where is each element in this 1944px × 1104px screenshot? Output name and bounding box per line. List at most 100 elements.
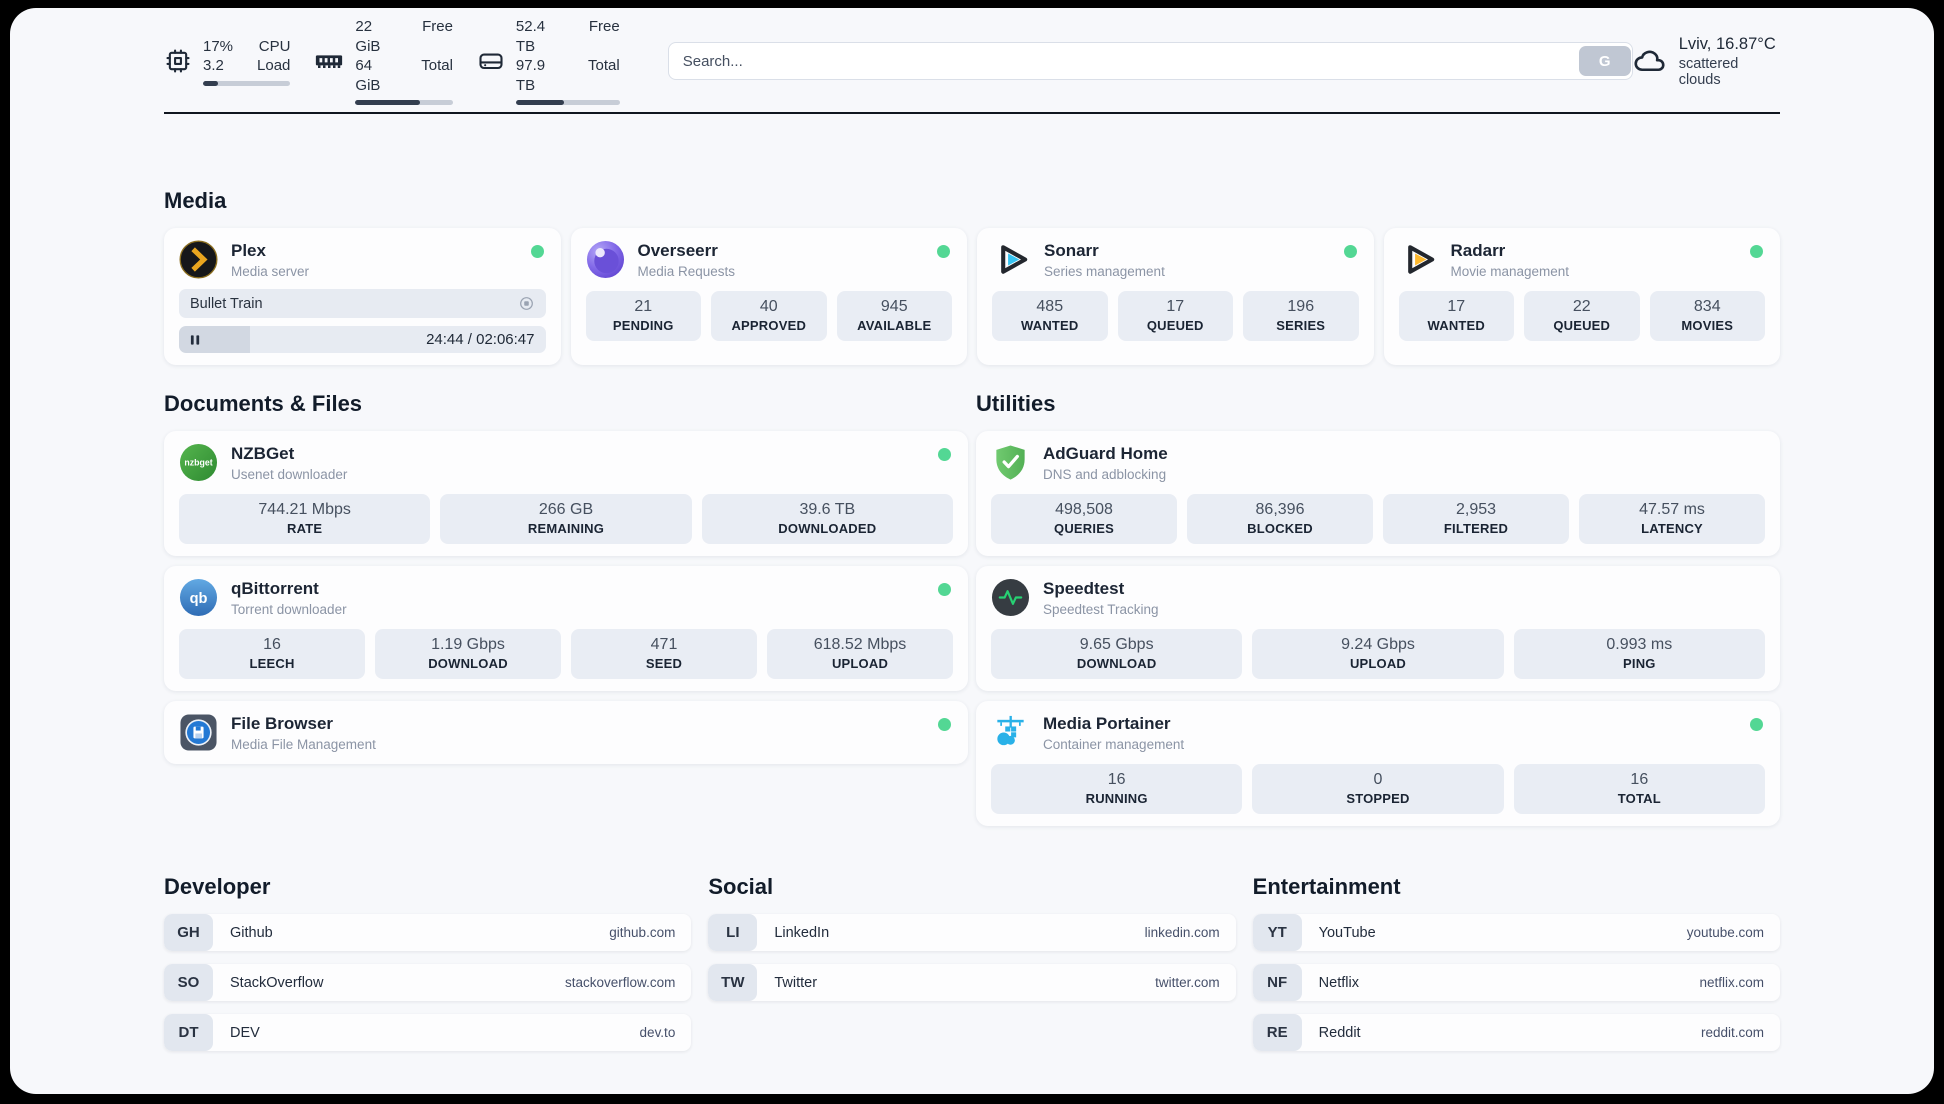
stat-label: LEECH — [249, 656, 295, 671]
card-nzbget[interactable]: nzbget NZBGet Usenet downloader 744.21 M… — [164, 431, 968, 556]
now-playing-bar: Bullet Train — [179, 289, 546, 318]
stat-value: 0 — [1373, 771, 1383, 788]
disk-total: 97.9 TB — [515, 57, 546, 94]
stat-movies: 834 MOVIES — [1649, 291, 1765, 341]
portainer-icon — [991, 713, 1030, 752]
section-heading-entertainment: Entertainment — [1252, 874, 1401, 899]
pause-icon[interactable] — [190, 334, 201, 346]
stat-value: 618.52 Mbps — [813, 636, 907, 653]
stat-available: 945 AVAILABLE — [836, 291, 952, 341]
card-portainer[interactable]: Media Portainer Container management 16 … — [976, 701, 1780, 826]
memory-free: 22 GiB — [355, 18, 381, 55]
section-heading-documents: Documents & Files — [164, 391, 363, 416]
stat-label: PING — [1623, 656, 1656, 671]
service-subtitle: Series management — [1044, 263, 1165, 279]
stat-value: 2,953 — [1455, 501, 1497, 518]
playback-time: 24:44 / 02:06:47 — [426, 331, 535, 348]
card-plex[interactable]: Plex Media server Bullet Train — [164, 228, 561, 365]
cpu-progress-fill — [203, 80, 218, 86]
stat-label: RUNNING — [1085, 791, 1148, 806]
bookmark-twitter[interactable]: TW Twitter twitter.com — [708, 964, 1236, 1001]
bookmark-netflix[interactable]: NF Netflix netflix.com — [1252, 964, 1780, 1001]
section-heading-utilities: Utilities — [976, 391, 1056, 416]
card-qbittorrent[interactable]: qb qBittorrent Torrent downloader 16 LEE… — [164, 566, 968, 691]
status-dot — [938, 718, 951, 731]
status-dot — [937, 245, 950, 258]
stat-value: 86,396 — [1255, 501, 1305, 518]
stat-label: UPLOAD — [831, 656, 889, 671]
service-subtitle: Container management — [1043, 736, 1185, 752]
card-sonarr[interactable]: Sonarr Series management 485 WANTED 17 Q… — [977, 228, 1374, 365]
bookmark-stackoverflow[interactable]: SO StackOverflow stackoverflow.com — [164, 964, 692, 1001]
bookmark-abbr: YT — [1252, 914, 1302, 951]
service-subtitle: DNS and adblocking — [1043, 466, 1167, 482]
stat-value: 16 — [263, 636, 281, 653]
stat-seed: 471 SEED — [571, 629, 757, 679]
bookmark-name: YouTube — [1318, 924, 1376, 941]
card-filebrowser[interactable]: File Browser Media File Management — [164, 701, 968, 764]
memory-label-2: Total — [421, 57, 453, 74]
weather-widget: Lviv, 16.87°C scattered clouds — [1633, 35, 1780, 88]
memory-progress-fill — [355, 100, 420, 105]
bookmark-linkedin[interactable]: LI LinkedIn linkedin.com — [708, 914, 1236, 951]
stat-upload: 618.52 Mbps UPLOAD — [767, 629, 953, 679]
bookmark-url: netflix.com — [1699, 975, 1764, 990]
bookmark-name: Twitter — [774, 974, 818, 991]
search-engine-button[interactable]: G — [1578, 46, 1631, 76]
cloud-icon — [1633, 45, 1666, 78]
now-playing-title: Bullet Train — [190, 295, 263, 312]
stat-label: QUEUED — [1553, 318, 1611, 333]
bookmark-youtube[interactable]: YT YouTube youtube.com — [1252, 914, 1780, 951]
bookmark-reddit[interactable]: RE Reddit reddit.com — [1252, 1014, 1780, 1051]
service-title: Sonarr — [1044, 240, 1099, 260]
playback-progress-fill — [179, 326, 251, 353]
stat-wanted: 17 WANTED — [1398, 291, 1514, 341]
bookmark-abbr: NF — [1252, 964, 1302, 1001]
bookmark-url: reddit.com — [1700, 1025, 1764, 1040]
header-divider — [164, 112, 1780, 114]
status-dot — [938, 448, 951, 461]
stat-label: BLOCKED — [1247, 521, 1313, 536]
service-title: AdGuard Home — [1043, 443, 1168, 463]
memory-widget: 22 GiB Free 64 GiB Total — [314, 17, 453, 105]
service-subtitle: Torrent downloader — [231, 601, 347, 617]
stat-value: 196 — [1287, 298, 1315, 315]
stat-value: 498,508 — [1055, 501, 1113, 518]
stat-label: QUERIES — [1054, 521, 1114, 536]
disk-progress-fill — [515, 100, 564, 105]
stat-remaining: 266 GB REMAINING — [440, 494, 692, 544]
card-overseerr[interactable]: Overseerr Media Requests 21 PENDING 40 A… — [570, 228, 967, 365]
bookmark-url: twitter.com — [1155, 975, 1220, 990]
stat-label: TOTAL — [1617, 791, 1661, 806]
bookmark-url: dev.to — [639, 1025, 676, 1040]
stat-label: DOWNLOAD — [428, 656, 508, 671]
card-adguard[interactable]: AdGuard Home DNS and adblocking 498,508 … — [976, 431, 1780, 556]
stat-label: AVAILABLE — [857, 318, 932, 333]
bookmark-dev[interactable]: DT DEV dev.to — [164, 1014, 692, 1051]
memory-progress-bar — [355, 100, 453, 105]
bookmark-github[interactable]: GH Github github.com — [164, 914, 692, 951]
search-input[interactable] — [667, 42, 1633, 80]
stop-icon[interactable] — [518, 295, 535, 312]
top-bar: 17% CPU 3.2 Load — [164, 18, 1780, 105]
bookmark-name: Netflix — [1318, 974, 1359, 991]
stat-download: 9.65 Gbps DOWNLOAD — [991, 629, 1243, 679]
playback-progress-bar[interactable]: 24:44 / 02:06:47 — [179, 326, 546, 353]
bookmark-abbr: DT — [164, 1014, 213, 1051]
stat-label: QUEUED — [1146, 318, 1204, 333]
stat-label: DOWNLOAD — [1076, 656, 1157, 671]
card-speedtest[interactable]: Speedtest Speedtest Tracking 9.65 Gbps D… — [976, 566, 1780, 691]
bookmark-url: linkedin.com — [1144, 925, 1220, 940]
card-radarr[interactable]: Radarr Movie management 17 WANTED 22 QUE… — [1383, 228, 1780, 365]
stat-running: 16 RUNNING — [991, 764, 1243, 814]
bookmark-name: Github — [230, 924, 273, 941]
bookmark-name: LinkedIn — [774, 924, 830, 941]
stat-value: 21 — [634, 298, 653, 315]
disk-label-2: Total — [588, 57, 620, 74]
search-box: G — [667, 42, 1633, 80]
memory-icon — [314, 46, 344, 76]
stat-label: SERIES — [1276, 318, 1326, 333]
stat-value: 834 — [1693, 298, 1721, 315]
plex-icon — [179, 240, 218, 279]
disk-icon — [477, 47, 505, 75]
